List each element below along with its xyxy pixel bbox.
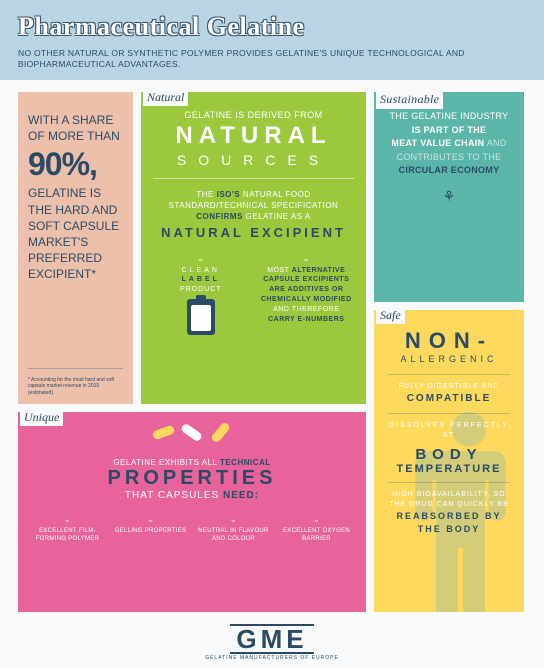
natural-mid: THE ISO'S NATURAL FOOD STANDARD/TECHNICA… <box>153 189 354 211</box>
unique-label: Unique <box>20 410 63 426</box>
header: Pharmaceutical Gelatine NO OTHER NATURAL… <box>0 0 544 80</box>
pills-icon <box>152 424 233 442</box>
safe-label: Safe <box>376 310 405 324</box>
share-card: WITH A SHARE OF MORE THAN 90%, GELATINE … <box>18 92 133 404</box>
sustainable-card: Sustainable THE GELATINE INDUSTRY IS PAR… <box>374 92 524 302</box>
natural-line1: GELATINE IS DERIVED FROM <box>153 110 354 120</box>
chevron-down-icon: ⌄ <box>259 254 355 263</box>
divider <box>153 178 354 179</box>
footer: GME GELATINE MANUFACTURERS OF EUROPE <box>0 620 544 661</box>
natural-sources: SOURCES <box>153 152 354 168</box>
sprout-icon: ⚘ <box>384 186 514 207</box>
divider <box>388 482 510 483</box>
natural-col-alt: ⌄ MOST ALTERNATIVE CAPSULE EXCIPIENTS AR… <box>259 254 355 325</box>
natural-confirms: CONFIRMS GELATINE AS A <box>153 211 354 222</box>
natural-columns: ⌄ CLEAN LABEL PRODUCT ⌄ MOST ALTERNATIVE… <box>153 254 354 335</box>
share-footnote: * Accounting for the most hard and soft … <box>28 368 123 397</box>
natural-col2-text: MOST ALTERNATIVE CAPSULE EXCIPIENTS ARE … <box>259 266 355 325</box>
unique-card: Unique GELATINE EXHIBITS ALL TECHNICAL P… <box>18 412 366 612</box>
divider <box>388 374 510 375</box>
unique-item: ⌄GELLING PROPERTIES <box>111 515 190 544</box>
sustainable-label: Sustainable <box>376 90 443 109</box>
safe-card: Safe NON- ALLERGENIC FULLY DIGESTIBLE AN… <box>374 310 524 612</box>
page-subtitle: NO OTHER NATURAL OR SYNTHETIC POLYMER PR… <box>18 48 526 70</box>
share-percent: 90%, <box>28 146 123 183</box>
unique-item: ⌄EXCELLENT OXYGEN BARRIER <box>277 515 356 544</box>
unique-item: ⌄EXCELLENT FILM-FORMING POLYMER <box>28 515 107 544</box>
natural-label: Natural <box>143 90 188 106</box>
natural-excipient: NATURAL EXCIPIENT <box>153 225 354 240</box>
page-title: Pharmaceutical Gelatine <box>18 12 526 42</box>
unique-items: ⌄EXCELLENT FILM-FORMING POLYMER⌄GELLING … <box>28 515 356 544</box>
safe-big: NON- <box>384 328 514 354</box>
natural-col-clean: ⌄ CLEAN LABEL PRODUCT <box>153 254 249 335</box>
unique-big: PROPERTIES <box>28 467 356 490</box>
chevron-down-icon: ⌄ <box>153 254 249 263</box>
natural-big: NATURAL <box>153 122 354 150</box>
share-post: GELATINE IS THE HARD AND SOFT CAPSULE MA… <box>28 185 123 282</box>
share-pre: WITH A SHARE OF MORE THAN <box>28 112 123 144</box>
clipboard-icon <box>187 299 215 335</box>
safe-sub: ALLERGENIC <box>384 354 514 364</box>
gme-sub: GELATINE MANUFACTURERS OF EUROPE <box>0 655 544 661</box>
unique-item: ⌄NEUTRAL IN FLAVOUR AND COLOUR <box>194 515 273 544</box>
natural-card: Natural GELATINE IS DERIVED FROM NATURAL… <box>141 92 366 404</box>
gme-logo: GME <box>230 624 313 654</box>
infographic-grid: WITH A SHARE OF MORE THAN 90%, GELATINE … <box>0 80 544 620</box>
divider <box>388 413 510 414</box>
